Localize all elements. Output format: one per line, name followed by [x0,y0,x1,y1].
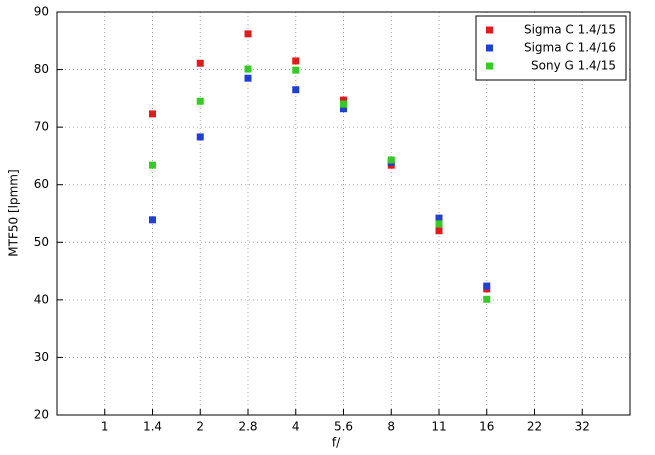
y-tick-label: 20 [34,408,49,422]
point [149,110,156,118]
point [196,97,204,105]
x-tick-label: 5.6 [334,420,353,434]
x-tick-label: 2.8 [238,420,257,434]
point [244,30,252,38]
legend-marker [486,62,493,70]
x-tick-label: 32 [575,420,590,434]
legend-marker [486,44,493,52]
x-tick-label: 1 [101,420,109,434]
y-axis-label: MTF50 [lpmm] [7,169,21,256]
point [244,65,252,73]
y-tick-label: 80 [34,62,49,76]
point [435,220,443,228]
point [292,86,300,94]
point [149,216,156,224]
point [196,59,204,67]
x-tick-label: 22 [527,420,542,434]
point [483,295,491,303]
point [435,227,443,235]
y-tick-label: 90 [34,5,49,19]
x-tick-label: 11 [431,420,446,434]
y-tick-label: 70 [34,120,49,134]
point [340,105,347,113]
point [340,96,347,104]
point [244,74,252,82]
x-axis-label: f/ [332,436,341,450]
x-tick-label: 1.4 [143,420,162,434]
y-tick-label: 30 [34,350,49,364]
legend-marker [486,26,493,34]
point [387,156,395,164]
point [196,133,204,141]
y-tick-label: 50 [34,235,49,249]
x-tick-label: 8 [387,420,395,434]
point [292,57,300,65]
y-tick-label: 40 [34,292,49,306]
legend-box [475,15,627,81]
x-tick-label: 2 [196,420,204,434]
x-tick-label: 16 [479,420,494,434]
legend-label: Sigma C 1.4/16 [524,41,616,55]
point [149,161,156,169]
point [340,100,347,108]
legend-label: Sony G 1.4/15 [531,59,616,73]
point [435,214,443,222]
y-tick-label: 60 [34,177,49,191]
plot-frame [56,11,631,416]
legend-label: Sigma C 1.4/15 [524,23,616,37]
point [292,66,300,74]
x-tick-label: 4 [292,420,300,434]
point [483,282,491,290]
